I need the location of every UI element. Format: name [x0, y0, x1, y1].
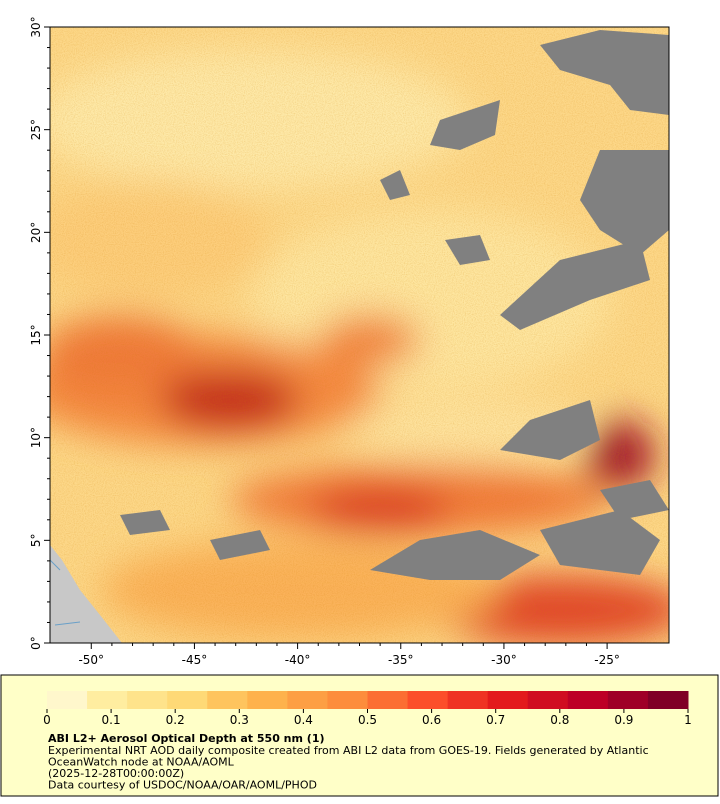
colorbar-tick-label: 0.4	[294, 713, 313, 727]
colorbar-tick-label: 0	[43, 713, 51, 727]
colorbar-swatch	[247, 691, 288, 709]
x-tick-label: -30°	[491, 653, 517, 667]
colorbar-swatch	[447, 691, 489, 709]
colorbar-tick-label: 0.2	[166, 713, 185, 727]
aod-map	[50, 27, 669, 643]
y-tick-label: 30°	[29, 16, 43, 37]
colorbar-swatch	[607, 691, 649, 709]
y-tick-label: 10°	[29, 427, 43, 448]
caption-title: ABI L2+ Aerosol Optical Depth at 550 nm …	[48, 732, 325, 745]
x-tick-label: -25°	[594, 653, 620, 667]
y-tick-label: 20°	[29, 222, 43, 243]
colorbar-tick-label: 0.6	[422, 713, 441, 727]
x-tick-label: -50°	[78, 653, 104, 667]
colorbar-swatch	[487, 691, 529, 709]
colorbar-tick-label: 0.1	[102, 713, 121, 727]
colorbar-swatch	[567, 691, 609, 709]
caption-line: OceanWatch node at NOAA/AOML	[48, 756, 235, 769]
y-tick-label: 5°	[29, 534, 43, 548]
colorbar-swatch	[367, 691, 409, 709]
y-tick-label: 25°	[29, 119, 43, 140]
x-tick-label: -45°	[182, 653, 208, 667]
colorbar-tick-label: 0.8	[550, 713, 569, 727]
colorbar-tick-label: 0.7	[486, 713, 505, 727]
colorbar-swatch	[167, 691, 208, 709]
colorbar-swatch	[407, 691, 449, 709]
colorbar-swatch	[127, 691, 168, 709]
colorbar-tick-label: 0.3	[230, 713, 249, 727]
colorbar-swatch	[47, 691, 88, 709]
caption-line: Experimental NRT AOD daily composite cre…	[48, 744, 649, 757]
y-tick-label: 0°	[29, 636, 43, 650]
colorbar-tick-label: 0.5	[358, 713, 377, 727]
x-tick-label: -35°	[388, 653, 414, 667]
colorbar-swatch	[327, 691, 368, 709]
colorbar-swatch	[207, 691, 248, 709]
colorbar-swatch	[287, 691, 328, 709]
colorbar-swatch	[647, 691, 689, 709]
colorbar-tick-label: 1	[684, 713, 692, 727]
colorbar-swatch	[527, 691, 569, 709]
y-tick-label: 15°	[29, 324, 43, 345]
x-tick-label: -40°	[285, 653, 311, 667]
caption-line: Data courtesy of USDOC/NOAA/OAR/AOML/PHO…	[48, 779, 317, 792]
colorbar-tick-label: 0.9	[614, 713, 633, 727]
colorbar-swatch	[87, 691, 128, 709]
caption-line: (2025-12-28T00:00:00Z)	[48, 767, 184, 780]
